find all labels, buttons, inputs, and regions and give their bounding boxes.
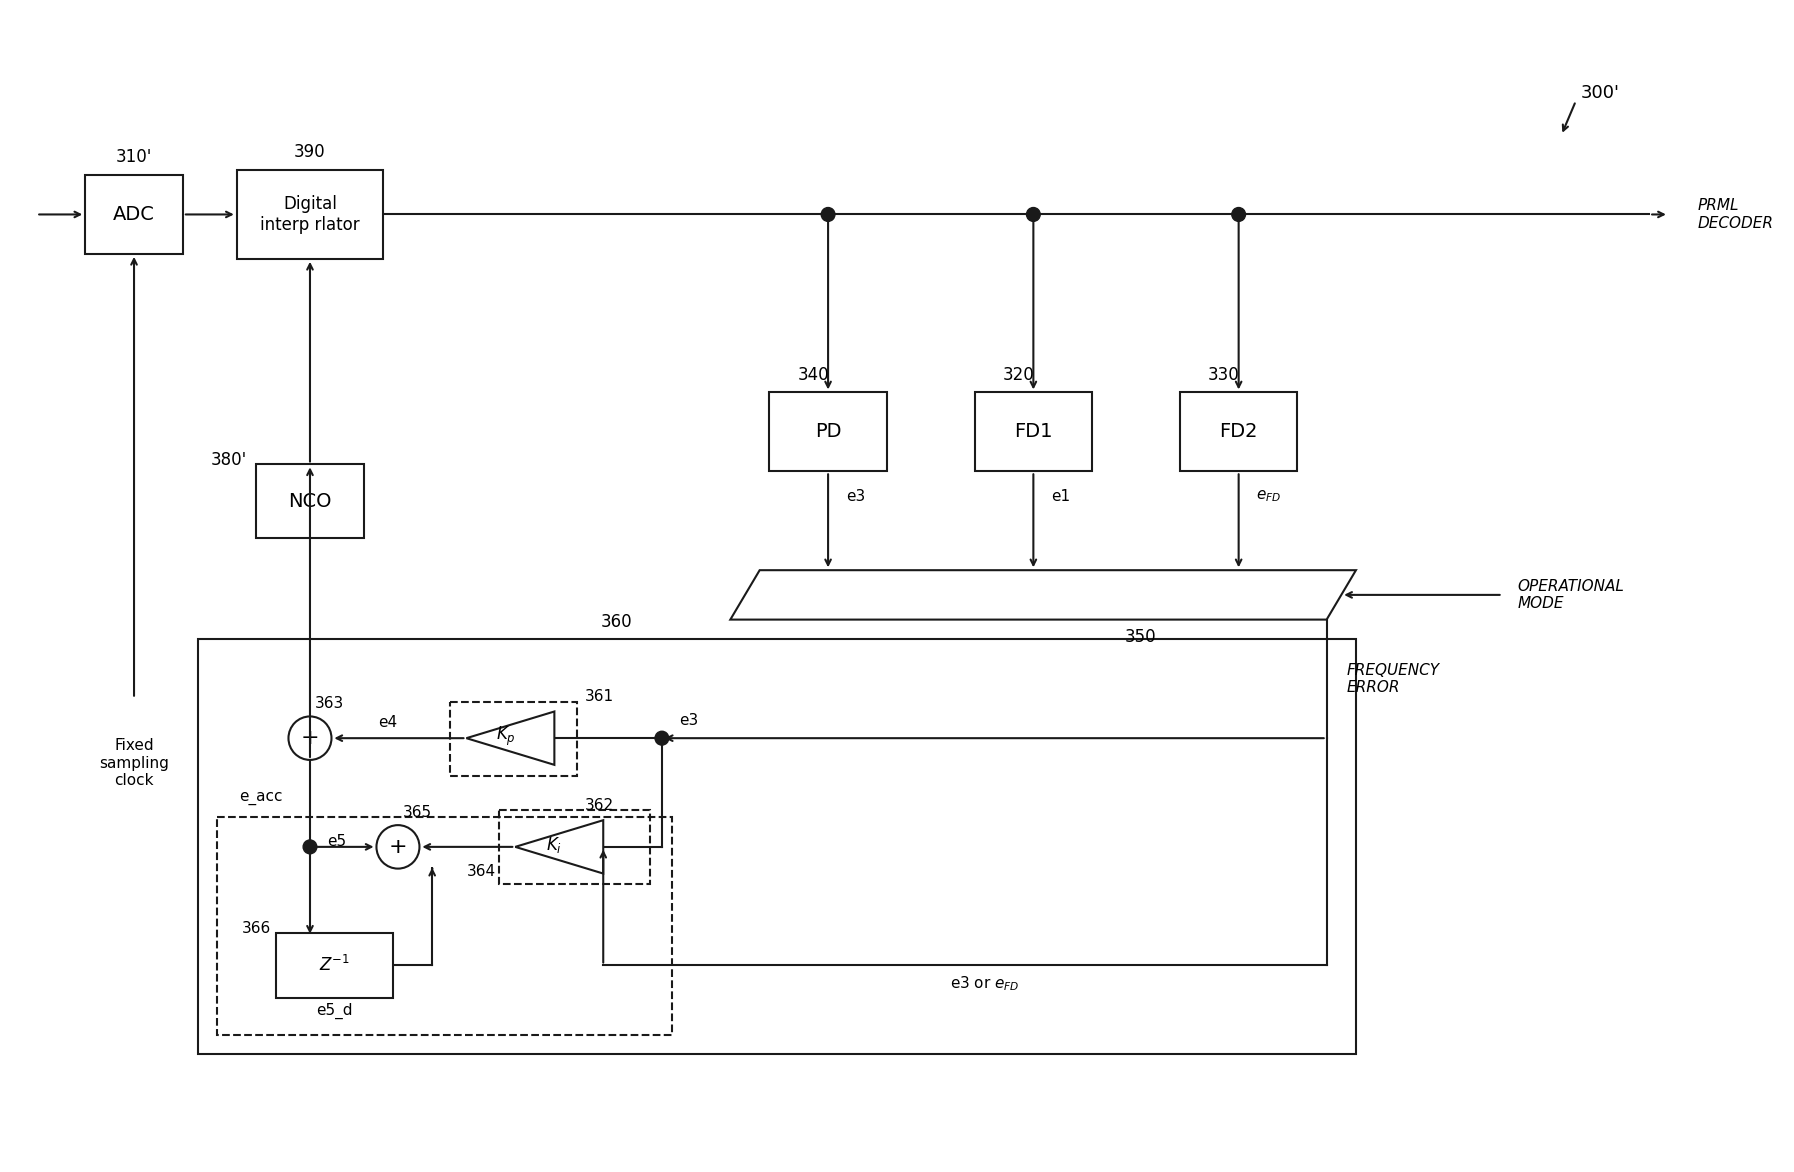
Circle shape xyxy=(303,840,318,853)
Text: OPERATIONAL
MODE: OPERATIONAL MODE xyxy=(1518,579,1624,611)
Text: PRML
DECODER: PRML DECODER xyxy=(1699,198,1774,231)
Text: $K_p$: $K_p$ xyxy=(495,724,515,748)
Bar xyxy=(217,817,671,1035)
Text: e5_d: e5_d xyxy=(316,1003,353,1018)
Bar xyxy=(276,933,393,997)
Text: $K_i$: $K_i$ xyxy=(547,834,562,854)
Text: FREQUENCY
ERROR: FREQUENCY ERROR xyxy=(1346,662,1439,695)
Text: e_acc: e_acc xyxy=(239,790,283,805)
Text: 366: 366 xyxy=(242,921,271,936)
Bar xyxy=(450,702,578,776)
Circle shape xyxy=(1026,207,1041,222)
Polygon shape xyxy=(730,571,1356,620)
Text: FD1: FD1 xyxy=(1014,422,1053,442)
Circle shape xyxy=(1232,207,1245,222)
Text: 365: 365 xyxy=(404,805,432,819)
Text: +: + xyxy=(389,837,407,857)
Polygon shape xyxy=(515,820,603,873)
Text: Digital
interp rlator: Digital interp rlator xyxy=(260,195,361,234)
Text: $e_{FD}$: $e_{FD}$ xyxy=(1256,489,1281,504)
Circle shape xyxy=(377,825,420,868)
Bar xyxy=(499,810,649,885)
Text: +: + xyxy=(301,728,319,748)
Text: 330: 330 xyxy=(1207,366,1240,383)
Text: e4: e4 xyxy=(379,715,398,730)
Text: FD2: FD2 xyxy=(1220,422,1258,442)
Text: 362: 362 xyxy=(585,798,614,813)
Text: e5: e5 xyxy=(328,834,346,850)
Bar xyxy=(770,393,886,471)
Circle shape xyxy=(822,207,834,222)
Text: PD: PD xyxy=(814,422,841,442)
Text: 390: 390 xyxy=(294,143,327,162)
Text: 350: 350 xyxy=(1125,628,1157,647)
Text: e3: e3 xyxy=(680,713,698,728)
Bar xyxy=(237,170,384,259)
Bar xyxy=(974,393,1093,471)
Text: 340: 340 xyxy=(798,366,829,383)
Text: 310': 310' xyxy=(117,148,152,166)
Text: 363: 363 xyxy=(316,696,344,711)
Bar xyxy=(197,640,1356,1055)
Bar xyxy=(84,175,183,254)
Circle shape xyxy=(289,716,332,759)
Text: 300': 300' xyxy=(1581,84,1620,102)
Text: 320: 320 xyxy=(1003,366,1035,383)
Bar xyxy=(257,464,364,538)
Text: NCO: NCO xyxy=(289,491,332,511)
Text: 361: 361 xyxy=(585,689,614,704)
Text: ADC: ADC xyxy=(113,205,154,224)
Text: 380': 380' xyxy=(210,450,246,469)
Text: $Z^{-1}$: $Z^{-1}$ xyxy=(319,955,350,975)
Text: Fixed
sampling
clock: Fixed sampling clock xyxy=(99,738,169,788)
Text: 364: 364 xyxy=(466,864,495,879)
Polygon shape xyxy=(466,711,554,765)
Text: 360: 360 xyxy=(601,613,631,631)
Circle shape xyxy=(655,731,669,745)
Text: e3: e3 xyxy=(845,489,865,504)
Bar xyxy=(1180,393,1297,471)
Text: e1: e1 xyxy=(1051,489,1069,504)
Text: e3 or $e_{FD}$: e3 or $e_{FD}$ xyxy=(949,974,1019,993)
